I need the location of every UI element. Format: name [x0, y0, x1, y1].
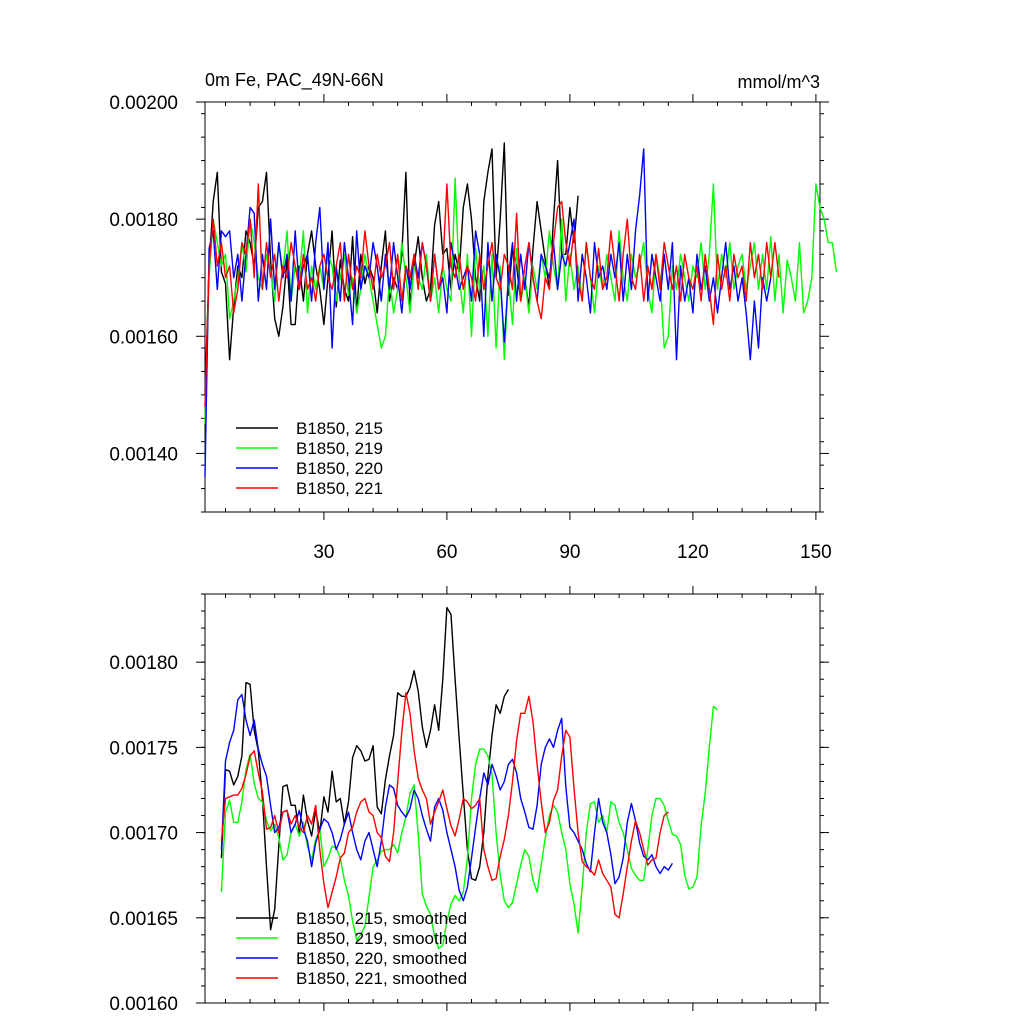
- legend-label: B1850, 221, smoothed: [296, 969, 467, 988]
- series-line-2: [220, 705, 718, 950]
- y-tick-label: 0.00165: [109, 909, 178, 930]
- bottom-panel: 0.00160 0.00165 0.00170 0.00175 0.00180 B1850…: [109, 586, 829, 1015]
- y-tick-label: 0.00180: [109, 210, 178, 231]
- legend-label: B1850, 220, smoothed: [296, 949, 467, 968]
- y-tick-label: 0.00180: [109, 653, 178, 674]
- y-tick-label: 0.00200: [109, 93, 178, 114]
- series-line-4: [204, 183, 780, 407]
- legend-label: B1850, 219: [296, 439, 383, 458]
- legend-label: B1850, 219, smoothed: [296, 929, 467, 948]
- legend-label: B1850, 221: [296, 479, 383, 498]
- chart-title: 0m Fe, PAC_49N-66N: [205, 70, 384, 91]
- units-label: mmol/m^3: [738, 72, 820, 92]
- y-tick-label: 0.00170: [109, 824, 178, 845]
- x-tick-label: 90: [559, 542, 580, 563]
- legend-label: B1850, 215, smoothed: [296, 909, 467, 928]
- legend-label: B1850, 220: [296, 459, 383, 478]
- y-tick-label: 0.00140: [109, 444, 178, 465]
- x-tick-label: 150: [800, 542, 832, 563]
- series-line-4: [220, 692, 669, 919]
- x-tick-label: 120: [677, 542, 709, 563]
- top-panel: 0m Fe, PAC_49N-66N mmol/m^3 30 60 90 120 150…: [109, 70, 838, 563]
- y-tick-label: 0.00160: [109, 994, 178, 1015]
- legend-label: B1850, 215: [296, 419, 383, 438]
- y-tick-label: 0.00160: [109, 327, 178, 348]
- series-line-1: [220, 606, 510, 931]
- x-tick-label: 30: [313, 542, 334, 563]
- plot-frame: [204, 101, 821, 513]
- x-tick-label: 60: [436, 542, 457, 563]
- y-tick-label: 0.00175: [109, 738, 178, 759]
